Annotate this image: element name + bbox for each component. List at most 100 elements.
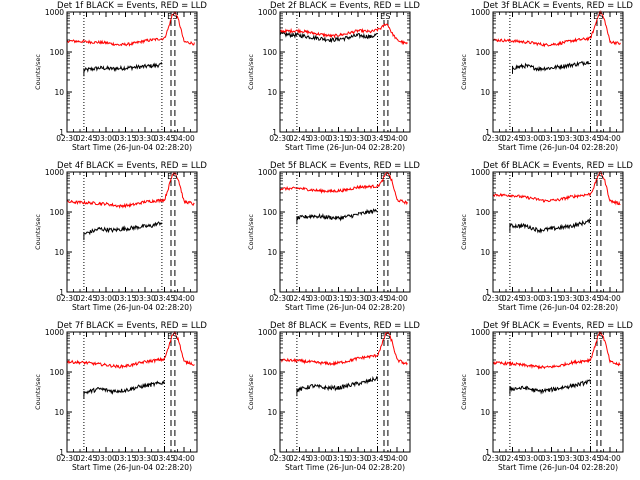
x-tick-label: 02:45 [289,454,311,463]
marker-label-s: S [172,12,177,21]
x-tick-label: 03:45 [367,454,389,463]
y-tick-label: 10 [54,408,64,417]
x-tick-label: 03:15 [115,454,137,463]
y-tick-label: 1 [59,448,64,457]
y-tick-label: 100 [476,368,491,377]
y-tick-label: 1 [485,128,490,137]
x-tick-label: 03:30 [134,454,156,463]
x-tick-label: 02:45 [502,134,524,143]
lld-series [279,331,408,366]
marker-label-e: E [593,332,598,341]
y-tick-label: 10 [267,88,277,97]
lld-series [279,23,408,46]
x-tick-label: 02:30 [482,454,504,463]
plot-frame [492,331,624,453]
detector-panel-3: Det 3f BLACK = Events, RED = LLD Counts/s… [460,1,633,152]
x-axis-label: Start Time (26-Jun-04 02:28:20) [285,143,405,152]
x-axis-label: Start Time (26-Jun-04 02:28:20) [498,303,618,312]
panel-title: Det 1f BLACK = Events, RED = LLD [57,1,207,11]
x-tick-label: 02:30 [56,454,78,463]
detector-panel-5: Det 5f BLACK = Events, RED = LLD Counts/s… [247,161,420,312]
y-tick-label: 1000 [45,8,64,17]
x-tick-label: 04:00 [386,294,408,303]
lld-series [492,171,621,206]
y-tick-label: 1000 [471,8,490,17]
x-tick-label: 02:45 [502,454,524,463]
lld-series [492,330,621,370]
lld-series [66,330,195,370]
panel-title: Det 7f BLACK = Events, RED = LLD [57,321,207,331]
y-tick-label: 1000 [471,328,490,337]
marker-label-s: S [598,332,603,341]
y-tick-label: 10 [267,248,277,257]
marker-label-e: E [593,12,598,21]
y-axis-label: Counts/sec [34,374,42,410]
y-tick-label: 100 [263,368,278,377]
x-tick-label: 03:00 [521,294,543,303]
y-tick-label: 1 [59,128,64,137]
x-tick-label: 03:45 [580,294,602,303]
x-tick-label: 03:45 [367,134,389,143]
panel-title: Det 3f BLACK = Events, RED = LLD [483,1,633,11]
x-tick-label: 02:30 [482,134,504,143]
y-tick-label: 1000 [45,328,64,337]
x-tick-label: 02:45 [289,294,311,303]
y-axis-label: Counts/sec [460,214,468,250]
x-tick-label: 03:00 [308,134,330,143]
y-tick-label: 10 [480,248,490,257]
detector-panel-8: Det 8f BLACK = Events, RED = LLD Counts/s… [247,321,420,472]
detector-panel-6: Det 6f BLACK = Events, RED = LLD Counts/s… [460,161,633,312]
x-tick-label: 02:30 [482,294,504,303]
marker-label-s: S [598,172,603,181]
y-tick-label: 10 [480,408,490,417]
panel-title: Det 5f BLACK = Events, RED = LLD [270,161,420,171]
x-axis-label: Start Time (26-Jun-04 02:28:20) [72,303,192,312]
x-tick-label: 04:00 [173,134,195,143]
y-tick-label: 10 [480,88,490,97]
y-tick-label: 100 [50,368,65,377]
x-tick-label: 04:00 [386,134,408,143]
panel-title: Det 6f BLACK = Events, RED = LLD [483,161,633,171]
x-tick-label: 02:45 [502,294,524,303]
y-tick-label: 1 [272,448,277,457]
lld-series [66,172,195,209]
y-axis-label: Counts/sec [247,374,255,410]
x-tick-label: 03:00 [95,454,117,463]
events-series [83,379,165,396]
events-series [279,31,378,44]
x-tick-label: 04:00 [599,294,621,303]
x-tick-label: 03:30 [560,454,582,463]
y-tick-label: 1000 [258,168,277,177]
x-tick-label: 02:45 [76,454,98,463]
plot-frame [279,331,411,453]
x-tick-label: 02:45 [76,134,98,143]
lld-series [279,171,408,206]
x-tick-label: 03:45 [154,454,176,463]
x-tick-label: 02:30 [56,134,78,143]
y-tick-label: 10 [54,88,64,97]
events-series [509,379,591,395]
marker-label-e: E [380,172,385,181]
y-tick-label: 100 [50,208,65,217]
x-tick-label: 03:15 [115,134,137,143]
marker-label-e: E [167,332,172,341]
x-tick-label: 04:00 [173,294,195,303]
y-tick-label: 100 [476,208,491,217]
y-axis-label: Counts/sec [460,54,468,90]
x-tick-label: 03:30 [347,134,369,143]
x-tick-label: 03:30 [347,294,369,303]
x-tick-label: 04:00 [599,454,621,463]
x-tick-label: 04:00 [386,454,408,463]
y-tick-label: 1 [59,288,64,297]
x-axis-label: Start Time (26-Jun-04 02:28:20) [72,143,192,152]
y-axis-label: Counts/sec [34,214,42,250]
x-axis-label: Start Time (26-Jun-04 02:28:20) [72,463,192,472]
x-tick-label: 02:45 [76,294,98,303]
x-tick-label: 03:15 [328,294,350,303]
x-tick-label: 03:00 [95,134,117,143]
x-tick-label: 03:00 [308,294,330,303]
plot-frame [66,11,198,133]
marker-label-s: S [385,12,390,21]
marker-label-s: S [172,332,177,341]
